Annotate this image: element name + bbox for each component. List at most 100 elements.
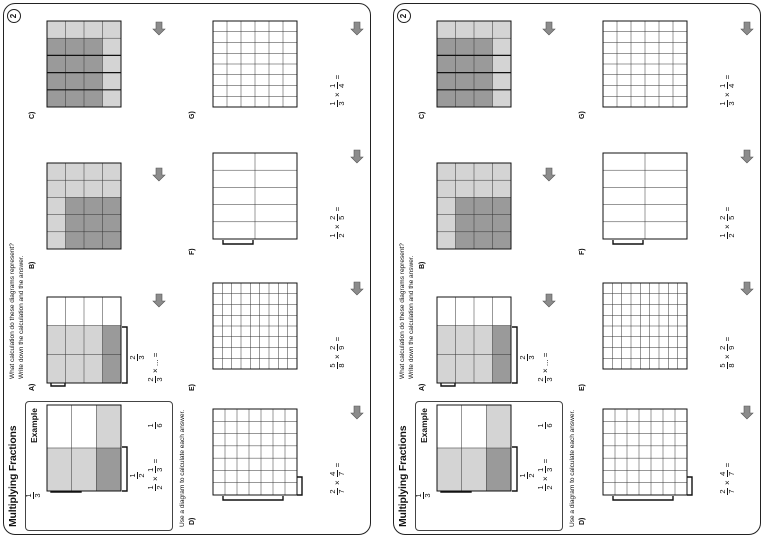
- expression-tail: =: [333, 336, 342, 342]
- instruction-2: Write down the calculation and the answe…: [18, 255, 25, 379]
- numerator: 1: [328, 83, 337, 88]
- numerator: 2: [328, 345, 337, 350]
- expression-tail: × ... =: [541, 352, 550, 373]
- question-label-g: G): [189, 111, 196, 119]
- denominator: 3: [545, 467, 554, 472]
- numerator: 2: [128, 355, 138, 360]
- numerator: 1: [146, 467, 155, 472]
- page-title: Multiplying Fractions: [397, 425, 409, 527]
- next-arrow-icon: [152, 293, 166, 308]
- example-grid: [436, 404, 512, 492]
- denominator: 4: [337, 83, 346, 88]
- question-label-f: F): [189, 248, 196, 255]
- question-c-grid: [46, 20, 122, 108]
- times-sign: ×: [723, 354, 732, 359]
- rotated-content: 2 Multiplying Fractions Example 1 3 1 2 1 2 × 1 3 = …: [393, 3, 761, 535]
- question-label-b: B): [419, 261, 426, 269]
- times-sign: ×: [333, 354, 342, 359]
- question-label-g: G): [579, 111, 586, 119]
- next-arrow-icon: [152, 21, 166, 36]
- denominator: 2: [337, 233, 346, 238]
- next-arrow-icon: [350, 21, 364, 36]
- instruction-3: Use a diagram to calculate each answer.: [569, 409, 576, 527]
- numerator: 1: [128, 473, 138, 478]
- numerator: 4: [718, 471, 727, 476]
- question-g-grid: [602, 20, 688, 108]
- next-arrow-icon: [740, 21, 754, 36]
- expression-tail: =: [151, 458, 160, 464]
- times-sign: ×: [333, 92, 342, 97]
- denominator: 6: [155, 423, 164, 428]
- next-arrow-icon: [542, 21, 556, 36]
- question-f-grid: [212, 152, 298, 240]
- numerator: 2: [328, 215, 337, 220]
- denominator: 2: [527, 473, 537, 478]
- question-f-grid: [602, 152, 688, 240]
- denominator: 2: [545, 485, 554, 490]
- question-a-bracket: [122, 326, 128, 384]
- example-expression: 1 2 × 1 3 =: [536, 459, 554, 491]
- worksheet-copy-2: 2 Multiplying Fractions Example 1 3 1 2 1 2 × 1 3 = …: [390, 0, 780, 540]
- numerator: 2: [536, 377, 545, 382]
- question-a-grid: [436, 296, 512, 384]
- page-number-badge: 2: [397, 9, 411, 23]
- next-arrow-icon: [350, 149, 364, 164]
- numerator: 1: [146, 485, 155, 490]
- next-arrow-icon: [350, 405, 364, 420]
- times-sign: ×: [541, 476, 550, 481]
- denominator: 3: [33, 493, 43, 498]
- numerator: 1: [718, 83, 727, 88]
- denominator: 5: [727, 215, 736, 220]
- example-label: Example: [29, 408, 39, 443]
- denominator: 2: [155, 485, 164, 490]
- denominator: 4: [727, 83, 736, 88]
- denominator: 3: [527, 355, 537, 360]
- numerator: 2: [718, 489, 727, 494]
- question-g-grid: [212, 20, 298, 108]
- denominator: 9: [727, 345, 736, 350]
- numerator: 1: [536, 467, 545, 472]
- expression-tail: =: [723, 206, 732, 212]
- example-bracket-side: [122, 446, 128, 492]
- times-sign: ×: [333, 224, 342, 229]
- question-g-expression: 1 3 × 1 4 =: [328, 75, 346, 107]
- question-label-f: F): [579, 248, 586, 255]
- instruction-1: What calculation do these diagrams repre…: [9, 243, 16, 379]
- denominator: 3: [155, 467, 164, 472]
- question-label-d: D): [189, 517, 196, 525]
- question-label-a: A): [419, 383, 426, 391]
- question-a-bracket: [512, 326, 518, 384]
- example-grid: [46, 404, 122, 492]
- denominator: 3: [155, 377, 164, 382]
- question-d-bracket: [687, 476, 693, 496]
- page-title: Multiplying Fractions: [7, 425, 19, 527]
- numerator: 2: [718, 345, 727, 350]
- question-e-expression: 5 8 × 2 9 =: [328, 336, 346, 369]
- denominator: 7: [727, 489, 736, 494]
- question-c-grid: [436, 20, 512, 108]
- numerator: 1: [536, 423, 545, 428]
- question-a-grid: [46, 296, 122, 384]
- denominator: 6: [545, 423, 554, 428]
- numerator: 1: [414, 493, 424, 498]
- question-label-c: C): [29, 111, 36, 119]
